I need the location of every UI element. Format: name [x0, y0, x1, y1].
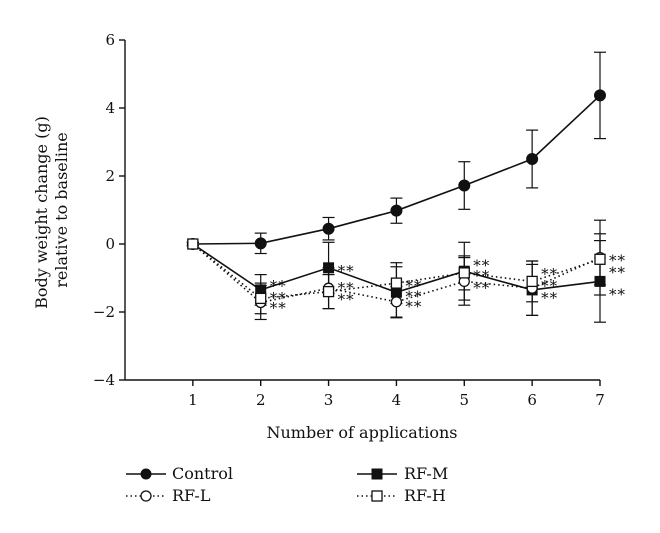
legend-label-control: Control: [172, 464, 233, 483]
x-tick-label: 5: [460, 391, 470, 409]
data-point-rf-m: [390, 286, 402, 298]
data-point-control: [390, 204, 403, 217]
y-tick-label: 2: [105, 167, 115, 185]
significance-label: **: [338, 291, 355, 309]
x-tick-label: 3: [324, 391, 334, 409]
significance-label: **: [541, 289, 558, 307]
series-markers: [186, 89, 606, 309]
data-point-control: [322, 222, 335, 235]
legend-label-rf-m: RF-M: [404, 464, 448, 483]
chart-axes: −4 −2 0 2 4 6 1 2 3 4 5 6 7: [93, 31, 605, 409]
data-point-rf-h: [187, 238, 199, 250]
data-point-rf-l: [390, 296, 403, 308]
significance-label: **: [473, 279, 490, 297]
legend-label-rf-h: RF-H: [404, 486, 446, 505]
data-point-rf-h: [390, 277, 403, 289]
legend-marker-rf-m: [371, 468, 383, 480]
data-point-control: [526, 153, 539, 165]
legend-item-control: Control: [126, 464, 233, 483]
x-tick-label: 2: [256, 391, 266, 409]
y-tick-label: 6: [105, 31, 115, 49]
significance-label: **: [473, 267, 490, 285]
significance-label: **: [270, 299, 287, 317]
significance-label: **: [405, 287, 422, 305]
x-axis-title: Number of applications: [266, 423, 457, 442]
legend-marker-rf-l: [140, 490, 152, 502]
x-tick-label: 7: [595, 391, 605, 409]
y-axis-title: Body weight change (g) relative to basel…: [32, 111, 71, 309]
legend-marker-control: [140, 468, 152, 480]
data-point-control: [254, 237, 267, 250]
x-tick-label: 6: [527, 391, 537, 409]
data-point-rf-h: [526, 275, 538, 288]
data-point-rf-m: [323, 262, 335, 274]
y-axis-title-line-2: relative to baseline: [52, 132, 71, 288]
significance-label: **: [609, 252, 626, 270]
significance-label: **: [541, 265, 558, 283]
significance-label: **: [473, 257, 490, 275]
significance-label: **: [270, 289, 287, 307]
x-tick-label: 1: [188, 391, 198, 409]
data-point-rf-h: [458, 267, 470, 279]
x-tick-label: 4: [392, 391, 402, 409]
y-tick-label: 4: [105, 99, 115, 117]
data-point-control: [458, 179, 471, 192]
y-tick-label: −4: [93, 371, 115, 389]
data-point-rf-h: [255, 292, 267, 305]
significance-label: **: [405, 298, 422, 316]
data-point-rf-h: [594, 253, 606, 265]
significance-label: **: [609, 286, 626, 304]
significance-label: **: [270, 277, 287, 295]
legend-marker-rf-h: [371, 490, 383, 502]
legend-item-rf-m: RF-M: [357, 464, 448, 483]
significance-label: **: [541, 277, 558, 295]
y-tick-label: 0: [105, 235, 115, 253]
significance-annotations: ************************************: [270, 252, 626, 318]
significance-label: **: [609, 264, 626, 282]
significance-label: **: [405, 277, 422, 295]
significance-label: **: [338, 262, 355, 280]
legend: Control RF-M RF-L RF-H: [126, 464, 448, 505]
significance-label: **: [338, 279, 355, 297]
data-point-rf-m: [594, 275, 606, 287]
legend-label-rf-l: RF-L: [172, 486, 211, 505]
legend-item-rf-h: RF-H: [357, 486, 446, 505]
legend-item-rf-l: RF-L: [126, 486, 211, 505]
y-tick-label: −2: [93, 303, 115, 321]
y-axis-title-line-1: Body weight change (g): [32, 116, 51, 309]
data-point-rf-h: [322, 285, 335, 298]
data-point-control: [594, 89, 606, 102]
